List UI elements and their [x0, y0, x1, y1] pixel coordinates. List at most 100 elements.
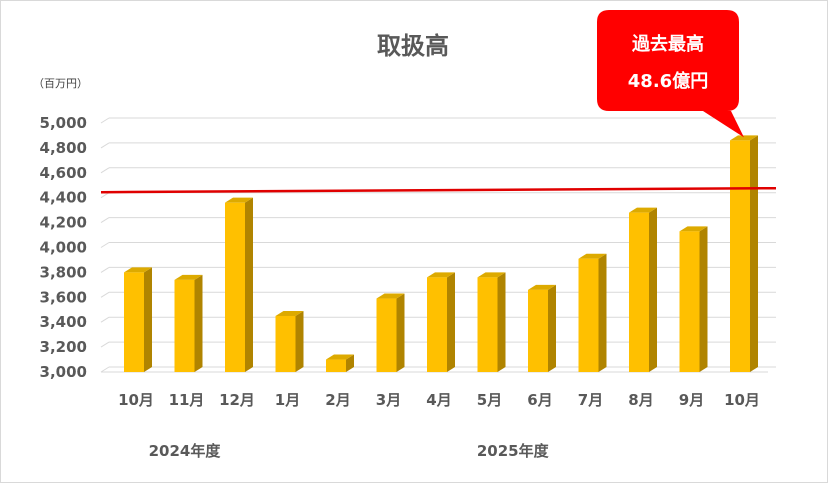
- bar-front: [528, 289, 548, 372]
- chart-title: 取扱高: [377, 32, 449, 60]
- x-tick-label: 4月: [426, 391, 451, 409]
- bar-front: [578, 258, 599, 372]
- x-tick-label: 1月: [275, 391, 300, 409]
- y-tick-label: 3,800: [40, 263, 87, 281]
- callout-line2: 48.6億円: [628, 70, 708, 92]
- bar-top: [629, 207, 657, 213]
- bar-front: [730, 140, 750, 372]
- reference-line-layer: [100, 186, 777, 194]
- bar: [376, 293, 405, 372]
- record-high-callout: 過去最高 48.6億円: [597, 10, 744, 138]
- x-tick-label: 8月: [628, 391, 653, 409]
- x-tick-label: 9月: [679, 391, 704, 409]
- bar: [225, 197, 253, 372]
- bar-side: [750, 135, 758, 372]
- bar-side: [295, 310, 304, 372]
- bar-side: [194, 274, 203, 372]
- gridline-depth: [100, 167, 110, 174]
- x-tick-label: 10月: [724, 391, 760, 409]
- bars: [124, 135, 758, 372]
- bar: [174, 274, 203, 372]
- gridline-depth: [100, 217, 110, 224]
- x-axis: 10月 11月 12月 1月 2月 3月 4月 5月 6月 7月 8月 9月 10月: [118, 391, 760, 409]
- fiscal-year-label: 2025年度: [477, 442, 550, 460]
- bar-top: [225, 197, 253, 203]
- gridline-depth: [100, 341, 110, 348]
- gridline-depth: [100, 142, 110, 149]
- gridline-depth: [100, 316, 110, 323]
- bar-side: [346, 354, 354, 372]
- gridline-depth: [100, 266, 110, 273]
- callout-line1: 過去最高: [632, 33, 704, 55]
- x-tick-label: 5月: [477, 391, 502, 409]
- y-tick-label: 4,000: [40, 239, 87, 257]
- bar: [730, 135, 758, 372]
- bar: [326, 354, 354, 372]
- bar-side: [598, 253, 607, 372]
- bar-front: [124, 272, 144, 372]
- x-tick-label: 12月: [219, 391, 255, 409]
- y-tick-label: 3,000: [40, 363, 87, 381]
- bar-front: [679, 231, 700, 372]
- bar-side: [699, 226, 708, 372]
- bar-side: [396, 293, 405, 372]
- fiscal-year-labels: 2024年度 2025年度: [149, 442, 550, 460]
- x-tick-label: 6月: [527, 391, 552, 409]
- bar-front: [174, 279, 195, 372]
- bar-top: [578, 253, 607, 259]
- gridline-depth: [100, 192, 110, 199]
- bar-side: [649, 207, 657, 372]
- bar: [427, 272, 455, 372]
- y-tick-label: 4,800: [40, 139, 87, 157]
- y-tick-label: 4,600: [40, 164, 87, 182]
- y-tick-label: 5,000: [40, 114, 87, 132]
- bar-front: [629, 212, 649, 372]
- gridline-depth: [100, 291, 110, 298]
- bar-front: [477, 277, 498, 372]
- bar: [629, 207, 657, 372]
- x-tick-label: 2月: [325, 391, 350, 409]
- bar-top: [730, 135, 758, 141]
- bar: [679, 226, 708, 372]
- bar-side: [497, 272, 506, 372]
- fiscal-year-label: 2024年度: [149, 442, 222, 460]
- y-tick-label: 4,200: [40, 214, 87, 232]
- bar-top: [124, 267, 152, 273]
- x-tick-label: 11月: [169, 391, 205, 409]
- bar-top: [376, 293, 405, 299]
- bar-front: [275, 315, 296, 372]
- y-tick-label: 3,400: [40, 313, 87, 331]
- bar-top: [275, 310, 304, 316]
- bar-top: [528, 284, 556, 290]
- bar-side: [245, 197, 253, 372]
- bar-side: [548, 284, 556, 372]
- bar-front: [225, 202, 245, 372]
- bar-side: [447, 272, 455, 372]
- bar: [124, 267, 152, 372]
- bar-top: [679, 226, 708, 232]
- bar-side: [144, 267, 152, 372]
- bar: [275, 310, 304, 372]
- y-tick-label: 3,600: [40, 288, 87, 306]
- bar-front: [376, 298, 397, 372]
- bar-top: [427, 272, 455, 278]
- y-tick-label: 4,400: [40, 189, 87, 207]
- gridline-depth: [100, 366, 110, 373]
- bar-top: [477, 272, 506, 278]
- bar-top: [174, 274, 203, 280]
- bar-front: [326, 359, 346, 372]
- gridline-depth: [100, 117, 110, 124]
- unit-label: （百万円）: [33, 77, 88, 90]
- reference-line: [100, 186, 777, 194]
- bar: [578, 253, 607, 372]
- y-axis: 3,000 3,200 3,400 3,600 3,800 4,000 4,200 4,400…: [40, 114, 87, 381]
- x-tick-label: 3月: [376, 391, 401, 409]
- callout-shape: [597, 10, 744, 138]
- bar-front: [427, 277, 447, 372]
- x-tick-label: 7月: [578, 391, 603, 409]
- x-tick-label: 10月: [118, 391, 154, 409]
- bar: [477, 272, 506, 372]
- bar: [528, 284, 556, 372]
